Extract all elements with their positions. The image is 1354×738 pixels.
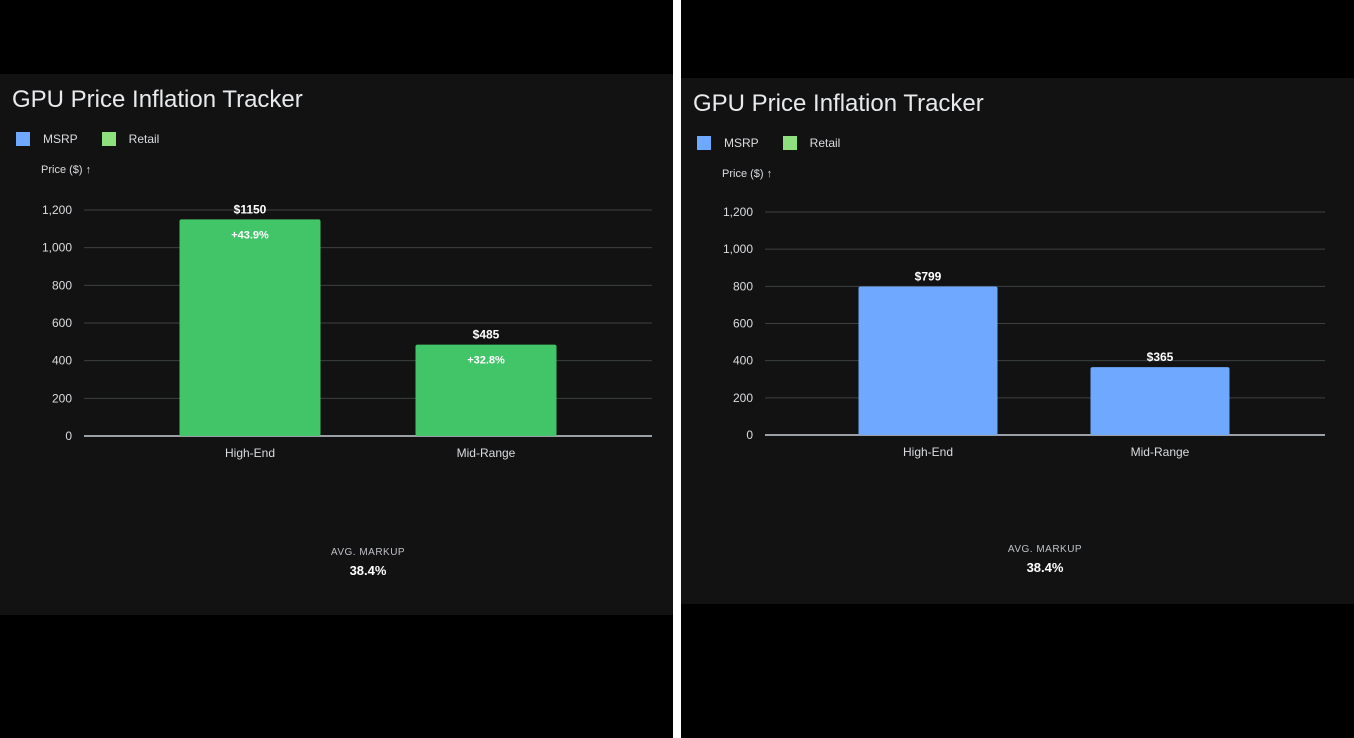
bar-mid-range: [1090, 367, 1230, 435]
chart-title: GPU Price Inflation Tracker: [693, 90, 984, 117]
bar-high-end: [858, 286, 998, 435]
stat-value: 38.4%: [1026, 560, 1064, 575]
y-tick-label: 1,200: [42, 203, 72, 217]
y-tick-label: 1,000: [42, 241, 72, 255]
legend-label: MSRP: [43, 132, 78, 146]
legend-label: MSRP: [724, 136, 759, 150]
x-category-label: High-End: [903, 445, 953, 459]
bar-markup-label: +43.9%: [231, 229, 269, 241]
y-tick-label: 400: [733, 354, 753, 368]
avg-markup-stat: AVG. MARKUP 38.4%: [268, 547, 468, 578]
legend: MSRP Retail: [697, 136, 864, 150]
y-tick-label: 1,200: [723, 205, 753, 219]
legend-swatch-retail: [101, 132, 116, 146]
stat-value: 38.4%: [349, 563, 387, 578]
bar-mid-range: [415, 344, 557, 436]
bar-value-label: $1150: [234, 202, 267, 216]
y-tick-label: 600: [733, 317, 753, 331]
legend-swatch-msrp: [16, 132, 30, 146]
y-tick-label: 0: [746, 428, 753, 442]
bar-value-label: $799: [915, 270, 942, 284]
legend-swatch-msrp: [697, 136, 711, 150]
legend-label: Retail: [128, 132, 160, 146]
bar-markup-label: +32.8%: [467, 355, 505, 367]
y-tick-label: 1,000: [723, 242, 753, 256]
legend-label: Retail: [809, 136, 841, 150]
legend-swatch-retail: [782, 136, 797, 150]
x-category-label: Mid-Range: [1131, 445, 1190, 459]
legend-item-msrp[interactable]: MSRP: [16, 132, 78, 146]
chart-plot-area: 0 200 400 600 800 1,000 1,200 $1150 +43.9% High-E…: [42, 202, 652, 460]
y-tick-label: 600: [52, 316, 72, 330]
right-chart-panel: GPU Price Inflation Tracker MSRP Retail …: [681, 0, 1354, 738]
legend-item-retail[interactable]: Retail: [782, 136, 841, 150]
panel-divider: [673, 0, 681, 738]
y-tick-label: 800: [52, 278, 72, 292]
bar-value-label: $485: [473, 328, 500, 342]
y-tick-label: 0: [65, 429, 72, 443]
x-category-label: Mid-Range: [457, 446, 516, 460]
legend: MSRP Retail: [16, 132, 183, 146]
chart-card: GPU Price Inflation Tracker MSRP Retail …: [0, 74, 673, 615]
legend-item-retail[interactable]: Retail: [101, 132, 160, 146]
chart-title: GPU Price Inflation Tracker: [12, 86, 303, 113]
chart-plot-area: 0 200 400 600 800 1,000 1,200 $799 High-End $365 M…: [723, 205, 1325, 459]
stat-label: AVG. MARKUP: [1007, 544, 1083, 555]
bar-high-end: [179, 219, 321, 436]
left-chart-panel: GPU Price Inflation Tracker MSRP Retail …: [0, 0, 673, 738]
bar-value-label: $365: [1147, 350, 1174, 364]
y-axis-title: Price ($) ↑: [722, 168, 773, 180]
y-tick-label: 200: [733, 391, 753, 405]
y-axis-title: Price ($) ↑: [41, 164, 92, 176]
avg-markup-stat: AVG. MARKUP 38.4%: [945, 544, 1145, 575]
y-tick-label: 800: [733, 279, 753, 293]
stat-label: AVG. MARKUP: [330, 547, 406, 558]
chart-card: GPU Price Inflation Tracker MSRP Retail …: [681, 78, 1354, 604]
y-tick-label: 400: [52, 354, 72, 368]
y-tick-label: 200: [52, 391, 72, 405]
legend-item-msrp[interactable]: MSRP: [697, 136, 759, 150]
x-category-label: High-End: [225, 446, 275, 460]
